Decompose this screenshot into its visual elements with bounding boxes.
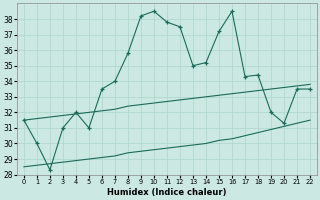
X-axis label: Humidex (Indice chaleur): Humidex (Indice chaleur)	[107, 188, 227, 197]
